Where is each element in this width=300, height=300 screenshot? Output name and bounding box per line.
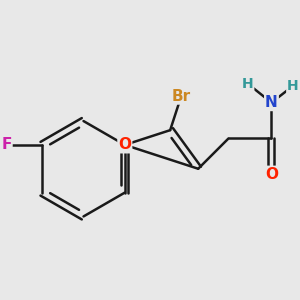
Text: O: O [118,137,131,152]
Text: F: F [1,137,12,152]
Text: Br: Br [172,89,191,104]
Text: H: H [287,79,299,93]
Text: H: H [242,76,254,91]
Text: N: N [265,95,278,110]
Text: O: O [265,167,278,182]
